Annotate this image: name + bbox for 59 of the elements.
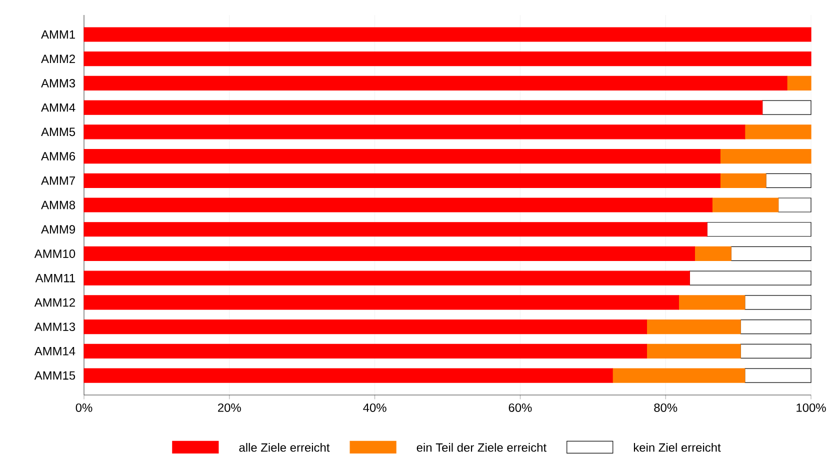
x-tick-label: 100% bbox=[796, 403, 826, 412]
y-tick-label: AMM12 bbox=[34, 298, 75, 307]
bar bbox=[84, 368, 613, 383]
bar bbox=[84, 295, 679, 310]
bar bbox=[646, 344, 741, 358]
bar bbox=[720, 173, 766, 188]
legend-label: kein Ziel erreicht bbox=[634, 442, 721, 452]
bar bbox=[786, 76, 812, 91]
bar bbox=[84, 52, 812, 66]
y-tick-label: AMM4 bbox=[41, 103, 76, 112]
bar bbox=[84, 320, 648, 334]
y-tick-label: AMM9 bbox=[41, 225, 75, 234]
x-tick-label: 60% bbox=[508, 403, 532, 412]
y-tick-label: AMM6 bbox=[41, 152, 76, 161]
bar bbox=[84, 344, 648, 358]
bar bbox=[744, 124, 812, 140]
bar bbox=[612, 368, 746, 383]
bar bbox=[778, 198, 812, 212]
y-tick-label: AMM14 bbox=[34, 347, 76, 356]
bar bbox=[84, 124, 746, 140]
bar bbox=[762, 100, 812, 115]
y-tick-label: AMM11 bbox=[35, 274, 75, 282]
bar bbox=[712, 198, 779, 212]
bar bbox=[720, 148, 812, 164]
bar bbox=[84, 27, 812, 42]
x-tick-label: 20% bbox=[218, 403, 241, 412]
bar bbox=[744, 295, 812, 310]
bar bbox=[84, 222, 708, 237]
bar bbox=[744, 368, 812, 383]
bar bbox=[706, 222, 812, 237]
y-tick-label: AMM7 bbox=[41, 176, 75, 185]
y-tick-label: AMM1 bbox=[41, 30, 75, 39]
y-tick-label: AMM10 bbox=[34, 249, 76, 258]
bar bbox=[694, 246, 732, 262]
bar bbox=[689, 270, 812, 286]
legend-label: alle Ziele erreicht bbox=[239, 442, 330, 452]
y-tick-label: AMM15 bbox=[34, 371, 76, 380]
bar bbox=[740, 320, 812, 334]
bar bbox=[646, 320, 741, 334]
y-tick-label: AMM3 bbox=[41, 78, 76, 88]
legend-label: ein Teil der Ziele erreicht bbox=[416, 442, 546, 452]
x-tick-label: 40% bbox=[363, 403, 386, 412]
bar bbox=[678, 295, 746, 310]
bar bbox=[84, 246, 695, 262]
bar bbox=[84, 100, 763, 115]
bar bbox=[84, 173, 720, 188]
bar bbox=[766, 173, 812, 188]
bar bbox=[740, 344, 812, 358]
y-tick-label: AMM8 bbox=[41, 200, 76, 210]
x-tick-label: 0% bbox=[76, 403, 92, 412]
bar bbox=[730, 246, 812, 262]
x-tick-label: 80% bbox=[654, 403, 678, 412]
bar bbox=[84, 270, 690, 286]
y-tick-label: AMM13 bbox=[34, 322, 76, 332]
bar bbox=[84, 198, 712, 212]
bar bbox=[84, 76, 788, 91]
y-tick-label: AMM5 bbox=[41, 128, 76, 136]
y-tick-label: AMM2 bbox=[41, 54, 75, 64]
bar bbox=[84, 148, 720, 164]
